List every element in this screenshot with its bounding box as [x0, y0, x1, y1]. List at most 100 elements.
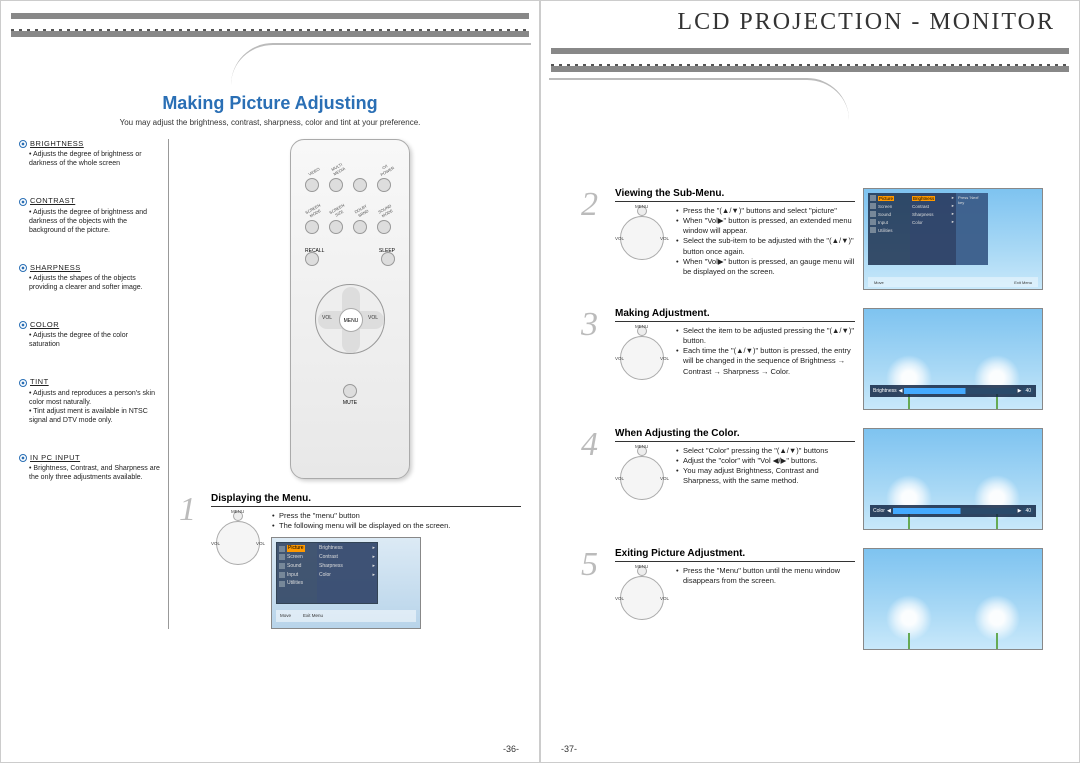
osd-icon	[279, 581, 285, 587]
definition-text: • Brightness, Contrast, and Sharpness ar…	[29, 464, 160, 482]
step-1-number: 1	[179, 493, 205, 629]
right-page-title: LCD PROJECTION - MONITOR	[541, 1, 1079, 36]
slider-label: Brightness	[873, 388, 897, 394]
definition-item: IN PC INPUT • Brightness, Contrast, and S…	[19, 453, 160, 482]
slider-value: 40	[1023, 388, 1033, 394]
slider-value: 40	[1023, 508, 1033, 514]
step-bullet: Select the sub-item to be adjusted with …	[683, 236, 855, 256]
osd-icon	[279, 546, 285, 552]
bullet-icon	[19, 454, 27, 462]
remote-button[interactable]	[329, 220, 343, 234]
osd-icon	[279, 554, 285, 560]
step-number: 5	[581, 548, 607, 650]
definition-text: • Adjusts the degree of brightness and d…	[29, 208, 160, 235]
screenshot-menu: PictureScreenSoundInputUtilities Brightn…	[863, 188, 1043, 290]
remote-button[interactable]	[377, 178, 391, 192]
screenshot-plain	[863, 548, 1043, 650]
slider-bar: Color ◀ ▶ 40	[870, 505, 1036, 517]
sleep-button[interactable]	[381, 252, 395, 266]
vol-left-label: VOL	[322, 315, 332, 321]
step-bullet: Adjust the "color" with "Vol ◀/▶" button…	[683, 456, 855, 466]
remote-button[interactable]	[305, 178, 319, 192]
step-bullet: Press the "menu" button	[279, 511, 521, 521]
osd-subitem: Brightness ▸	[319, 545, 375, 552]
remote-area: VIDEOMULTI MEDIA⏻/I POWER SCREEN MODESCR…	[179, 139, 521, 629]
bullet-icon	[19, 140, 27, 148]
definition-label: IN PC INPUT	[30, 453, 80, 462]
slider-bar: Brightness ◀ ▶ 40	[870, 385, 1036, 397]
mini-dpad: MENU VOL VOL	[615, 326, 669, 384]
remote-button[interactable]	[329, 178, 343, 192]
section-subtitle: You may adjust the brightness, contrast,…	[1, 118, 539, 127]
definition-label: TINT	[30, 377, 49, 386]
remote-button[interactable]	[353, 178, 367, 192]
definition-item: TINT• Adjusts and reproduces a person's …	[19, 377, 160, 425]
slider-track	[893, 508, 1016, 514]
definitions-column: BRIGHTNESS • Adjusts the degree of bright…	[19, 139, 169, 629]
remote-buttonlabel: SCREEN SIZE	[328, 202, 349, 220]
definition-label: SHARPNESS	[30, 263, 81, 272]
step-bullet: Press the "Menu" button until the menu w…	[683, 566, 855, 586]
remote-button[interactable]	[377, 220, 391, 234]
mini-dpad: MENU VOL VOL	[211, 511, 265, 569]
decorative-border	[551, 48, 1069, 72]
definition-label: BRIGHTNESS	[30, 139, 84, 148]
remote-row-2: SCREEN MODESCREEN SIZEDOLBY SRNDSOUND MO…	[291, 202, 409, 234]
step-5: 5 Exiting Picture Adjustment. MENU VOL V…	[581, 548, 1061, 650]
step-text: Press the "Menu" button until the menu w…	[675, 566, 855, 624]
definition-text: • Adjusts the shapes of the objects prov…	[29, 274, 160, 292]
step-bullet: When "Vol▶" button is pressed, an gauge …	[683, 257, 855, 277]
osd-item: Screen	[287, 554, 303, 561]
step-1-title: Displaying the Menu.	[211, 493, 521, 507]
step-bullet: When "Vol▶" button is pressed, an extend…	[683, 216, 855, 236]
step-title: Making Adjustment.	[615, 308, 855, 322]
osd-item: Sound	[287, 563, 301, 570]
osd-item: Picture	[287, 545, 305, 552]
definition-text: • Adjusts the degree of brightness or da…	[29, 150, 160, 168]
step-title: Viewing the Sub-Menu.	[615, 188, 855, 202]
mute-label: MUTE	[291, 400, 409, 406]
remote-buttonlabel: SCREEN MODE	[304, 202, 325, 220]
remote-buttonlabel: SOUND MODE	[376, 202, 397, 220]
remote-buttonlabel: VIDEO	[305, 165, 323, 178]
step-text: Select the item to be adjusted pressing …	[675, 326, 855, 384]
definition-item: BRIGHTNESS • Adjusts the degree of bright…	[19, 139, 160, 168]
mini-dpad: MENU VOL VOL	[615, 206, 669, 264]
remote-button[interactable]	[353, 220, 367, 234]
step-text: Press the "(▲/▼)" buttons and select "pi…	[675, 206, 855, 277]
slider-track	[904, 388, 1015, 394]
remote-row-1: VIDEOMULTI MEDIA⏻/I POWER	[291, 160, 409, 192]
remote-buttonlabel: MULTI MEDIA	[328, 160, 349, 178]
vol-right-label: VOL	[368, 315, 378, 321]
remote-dpad[interactable]: MENU VOL VOL	[315, 284, 385, 354]
definition-text: • Adjusts the degree of the color satura…	[29, 331, 160, 349]
step-bullet: Select "Color" pressing the "(▲/▼)" butt…	[683, 446, 855, 456]
remote-buttonlabel	[354, 169, 370, 178]
header-curve	[11, 43, 529, 83]
step-4: 4 When Adjusting the Color. MENU VOL VOL…	[581, 428, 1061, 530]
step-title: Exiting Picture Adjustment.	[615, 548, 855, 562]
step-1-text: Press the "menu" buttonThe following men…	[271, 511, 521, 629]
osd-icon	[279, 572, 285, 578]
step-number: 4	[581, 428, 607, 530]
osd-subitem: Color ▸	[319, 572, 375, 579]
recall-button[interactable]	[305, 252, 319, 266]
menu-button[interactable]: MENU	[339, 308, 363, 332]
osd-bar-item: Move	[280, 613, 291, 619]
mini-dpad: MENU VOL VOL	[615, 446, 669, 504]
step-number: 3	[581, 308, 607, 410]
bullet-icon	[19, 379, 27, 387]
mute-button[interactable]	[343, 384, 357, 398]
step-bullet: You may adjust Brightness, Contrast and …	[683, 466, 855, 486]
section-title: Making Picture Adjusting	[1, 93, 539, 114]
osd-icon	[279, 563, 285, 569]
remote-button[interactable]	[305, 220, 319, 234]
definition-item: SHARPNESS • Adjusts the shapes of the obj…	[19, 263, 160, 292]
definition-item: COLOR• Adjusts the degree of the color s…	[19, 320, 160, 349]
step-bullet: Each time the "(▲/▼)" button is pressed,…	[683, 346, 855, 376]
bullet-icon	[19, 198, 27, 206]
right-content: 2 Viewing the Sub-Menu. MENU VOL VOL Pre…	[541, 178, 1079, 650]
osd-subitem: Sharpness ▸	[319, 563, 375, 570]
osd-item: Utilities	[287, 580, 303, 587]
osd-item: Input	[287, 572, 298, 579]
